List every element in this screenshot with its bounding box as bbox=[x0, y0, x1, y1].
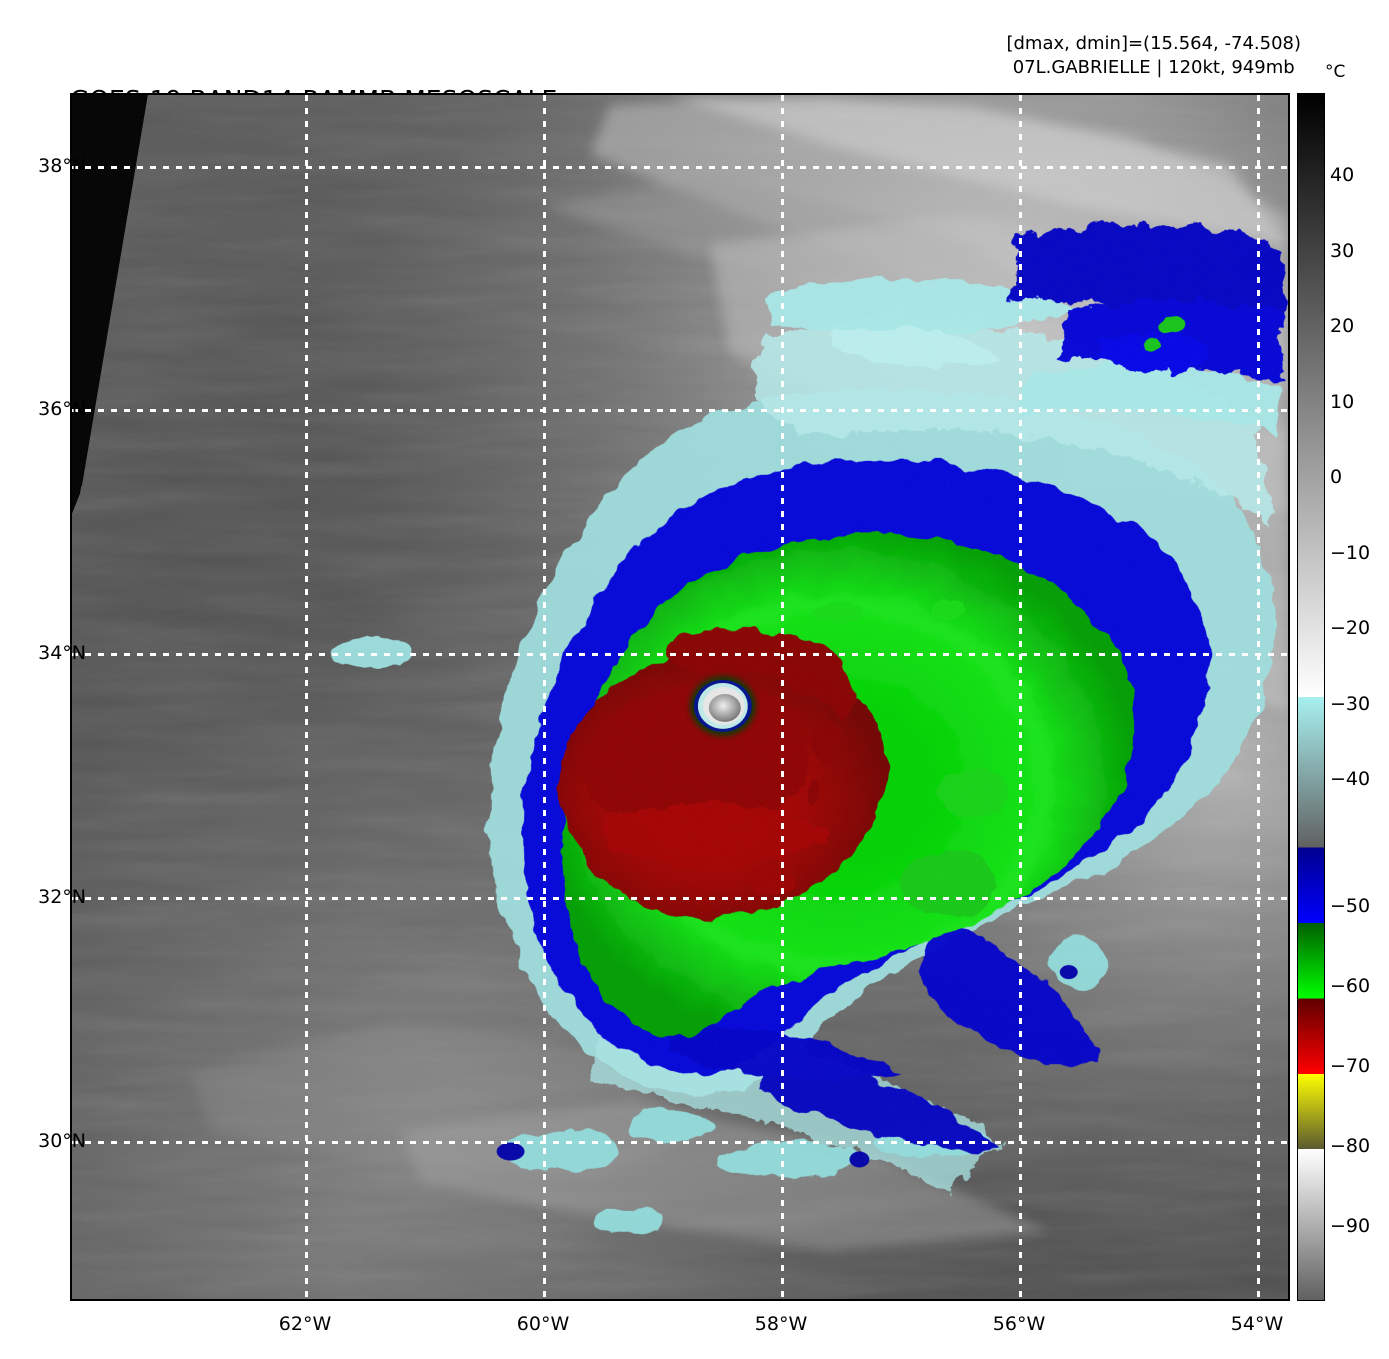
cbtick-m60: −60 bbox=[1330, 975, 1371, 997]
storm-info-label: 07L.GABRIELLE | 120kt, 949mb bbox=[1012, 57, 1295, 78]
cbtick-m40: −40 bbox=[1330, 768, 1371, 790]
dmax-dmin-label: [dmax, dmin]=(15.564, -74.508) bbox=[1006, 33, 1301, 54]
cbtick-30: 30 bbox=[1330, 240, 1355, 262]
metadata-block: [dmax, dmin]=(15.564, -74.508) 07L.GABRI… bbox=[1006, 32, 1301, 80]
ytick-label-34n: 34°N bbox=[38, 642, 86, 664]
cbtick-m10: −10 bbox=[1330, 542, 1371, 564]
cbtick-10: 10 bbox=[1330, 391, 1355, 413]
ytick-label-38n: 38°N bbox=[38, 155, 86, 177]
satellite-image-plot: Copyright © 2020-2025 Dapiya bbox=[70, 93, 1290, 1301]
temperature-colorbar bbox=[1297, 93, 1325, 1301]
xtick-label-62w: 62°W bbox=[278, 1313, 332, 1335]
xtick-label-54w: 54°W bbox=[1230, 1313, 1284, 1335]
ytick-label-30n: 30°N bbox=[38, 1130, 86, 1152]
ytick-label-32n: 32°N bbox=[38, 886, 86, 908]
cbtick-m70: −70 bbox=[1330, 1055, 1371, 1077]
cbtick-m50: −50 bbox=[1330, 895, 1371, 917]
cbtick-40: 40 bbox=[1330, 164, 1355, 186]
xtick-label-58w: 58°W bbox=[754, 1313, 808, 1335]
cbtick-m80: −80 bbox=[1330, 1135, 1371, 1157]
xtick-label-60w: 60°W bbox=[516, 1313, 570, 1335]
cbtick-m20: −20 bbox=[1330, 617, 1371, 639]
ytick-label-36n: 36°N bbox=[38, 398, 86, 420]
colorbar-gradient bbox=[1298, 94, 1324, 1300]
cbtick-0: 0 bbox=[1330, 466, 1343, 488]
satellite-imagery bbox=[72, 95, 1288, 1299]
xtick-label-56w: 56°W bbox=[992, 1313, 1046, 1335]
colorbar-unit-label: °C bbox=[1325, 62, 1346, 82]
cbtick-m30: −30 bbox=[1330, 693, 1371, 715]
cbtick-20: 20 bbox=[1330, 315, 1355, 337]
cbtick-m90: −90 bbox=[1330, 1215, 1371, 1237]
